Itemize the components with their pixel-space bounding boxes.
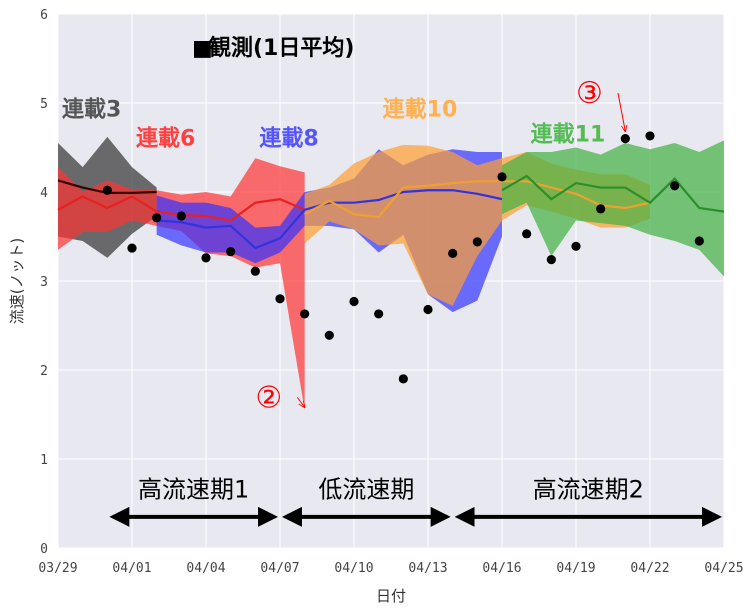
y-tick-label: 5 (40, 97, 48, 112)
x-tick-label: 04/13 (408, 561, 447, 576)
x-tick-label: 04/07 (260, 561, 299, 576)
y-tick-labels: 0 1 2 3 4 5 6 (40, 8, 48, 557)
series-label: 連載6 (136, 126, 195, 152)
observation-point (448, 248, 458, 259)
observation-points (102, 131, 704, 384)
x-tick-label: 04/19 (556, 561, 595, 576)
observation-point (620, 134, 630, 144)
y-axis-title: 流速(ノット) (8, 238, 26, 324)
annotation-label: ② (255, 380, 282, 415)
observation-point (522, 229, 532, 239)
y-tick-label: 0 (40, 542, 48, 557)
period-label: 高流速期2 (533, 475, 644, 503)
x-tick-labels: 03/29 04/01 04/04 04/07 04/10 04/13 04/16 04/19… (38, 561, 743, 576)
observation-point (275, 294, 285, 304)
series-band-5 (502, 140, 724, 277)
observation-point (176, 211, 186, 221)
series-line-3 (156, 189, 503, 250)
observation-point (571, 241, 581, 251)
observation-point (226, 247, 236, 257)
period-arrows: 高流速期1 低流速期 高流速期2 (109, 475, 722, 527)
series-bands (58, 136, 724, 411)
legend-label: 観測(1日平均) (209, 35, 354, 61)
series-labels: 連載3 連載6 連載8 連載10 連載11 (62, 96, 605, 151)
series-label: 連載8 (259, 126, 318, 152)
observation-point (250, 266, 260, 276)
observation-point (349, 296, 359, 307)
series-line-5 (501, 174, 725, 213)
x-tick-label: 04/01 (112, 561, 151, 576)
series-label: 連載3 (62, 96, 121, 122)
series-line-4 (304, 180, 651, 219)
y-tick-label: 6 (40, 8, 48, 23)
x-tick-label: 04/16 (482, 561, 521, 576)
annotation-arrow (296, 397, 304, 407)
observation-point (398, 374, 408, 384)
observation-point (423, 304, 433, 315)
grid (57, 13, 725, 549)
period-label: 低流速期 (318, 475, 414, 503)
y-tick-label: 2 (40, 364, 48, 379)
x-tick-label: 04/25 (704, 561, 743, 576)
observation-point (127, 243, 137, 253)
observation-point (670, 181, 680, 191)
annotation-label: ③ (576, 76, 603, 111)
y-tick-label: 3 (40, 275, 48, 290)
series-label: 連載11 (531, 121, 606, 147)
y-tick-label: 4 (40, 186, 48, 201)
x-tick-label: 04/22 (630, 561, 669, 576)
observation-point (546, 255, 556, 265)
observation-point (102, 185, 112, 195)
x-tick-label: 04/10 (334, 561, 373, 576)
observation-point (645, 131, 655, 141)
observation-point (497, 172, 507, 182)
x-tick-label: 03/29 (38, 561, 77, 576)
observation-point (201, 253, 211, 263)
legend: ■ 観測(1日平均) (192, 35, 354, 61)
period-label: 高流速期1 (138, 475, 249, 503)
observation-point (300, 309, 310, 319)
observation-point (152, 213, 162, 223)
annotation-arrow (617, 92, 625, 131)
y-tick-label: 1 (40, 453, 48, 468)
legend-marker: ■ (192, 36, 213, 61)
series-label: 連載10 (383, 96, 458, 122)
observation-point (374, 309, 384, 319)
observation-point (324, 330, 334, 340)
observation-point (596, 204, 606, 214)
x-tick-label: 04/04 (186, 561, 225, 576)
x-axis-title: 日付 (376, 587, 406, 605)
observation-point (694, 236, 704, 246)
observation-point (472, 237, 482, 247)
annotations: ②③ (255, 76, 625, 415)
